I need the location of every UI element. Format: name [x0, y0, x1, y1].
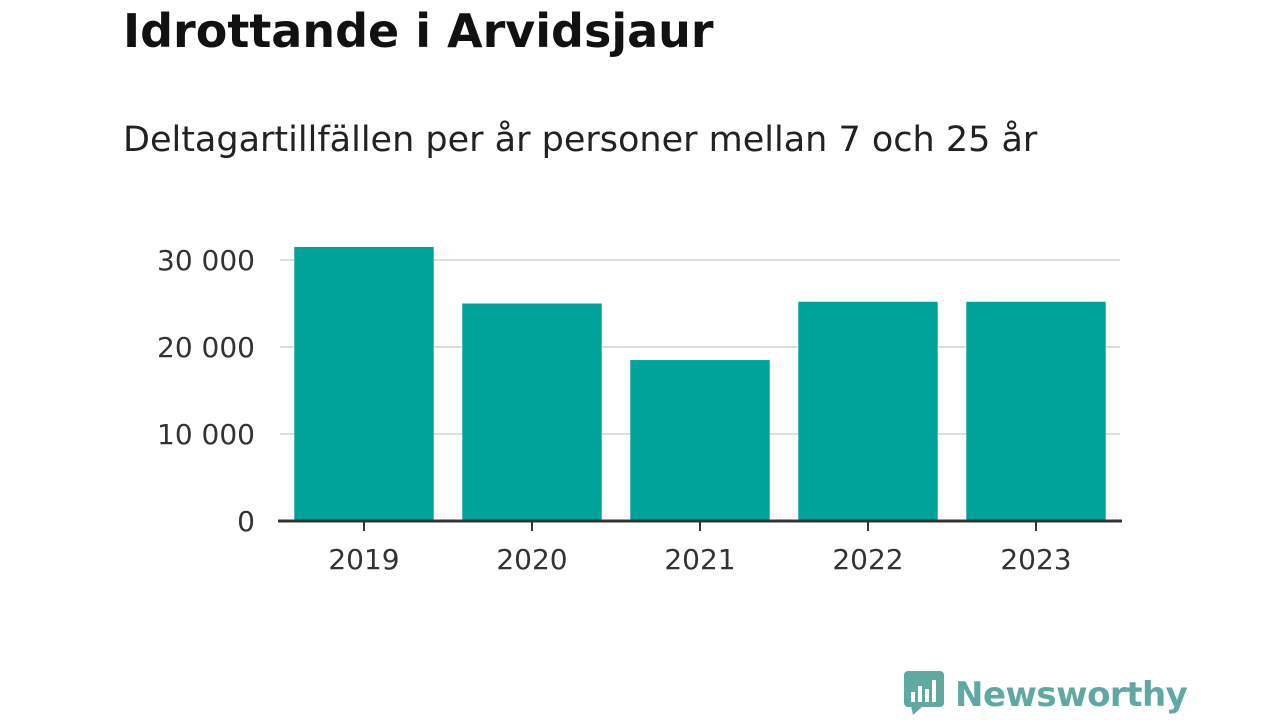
y-tick-label: 20 000: [157, 331, 255, 364]
bar-2022: [798, 301, 938, 521]
y-axis-ticks: 0 10 000 20 000 30 000: [157, 244, 255, 538]
bar-2023: [966, 301, 1106, 521]
x-tick-label: 2021: [664, 543, 735, 576]
newsworthy-logo: Newsworthy: [903, 670, 1188, 720]
newsworthy-logo-icon: [903, 670, 945, 720]
x-tick-label: 2022: [832, 543, 903, 576]
x-tick-label: 2019: [328, 543, 399, 576]
bars: [294, 246, 1106, 521]
bar-2021: [630, 360, 770, 521]
chart-subtitle: Deltagartillfällen per år personer mella…: [123, 120, 1038, 160]
y-tick-label: 0: [237, 505, 255, 538]
newsworthy-logo-text: Newsworthy: [955, 675, 1188, 715]
bar-2020: [462, 303, 602, 521]
chart-title: Idrottande i Arvidsjaur: [123, 4, 714, 58]
x-axis-ticks: 2019 2020 2021 2022 2023: [328, 521, 1072, 576]
y-tick-label: 10 000: [157, 418, 255, 451]
x-tick-label: 2020: [496, 543, 567, 576]
x-tick-label: 2023: [1000, 543, 1071, 576]
bar-2019: [294, 246, 434, 521]
y-tick-label: 30 000: [157, 244, 255, 277]
